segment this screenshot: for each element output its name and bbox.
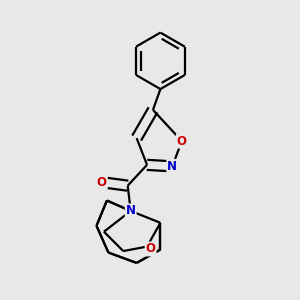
Text: O: O: [146, 242, 156, 256]
Text: N: N: [126, 204, 136, 218]
Text: N: N: [167, 160, 177, 173]
Text: O: O: [177, 135, 187, 148]
Text: O: O: [97, 176, 107, 189]
